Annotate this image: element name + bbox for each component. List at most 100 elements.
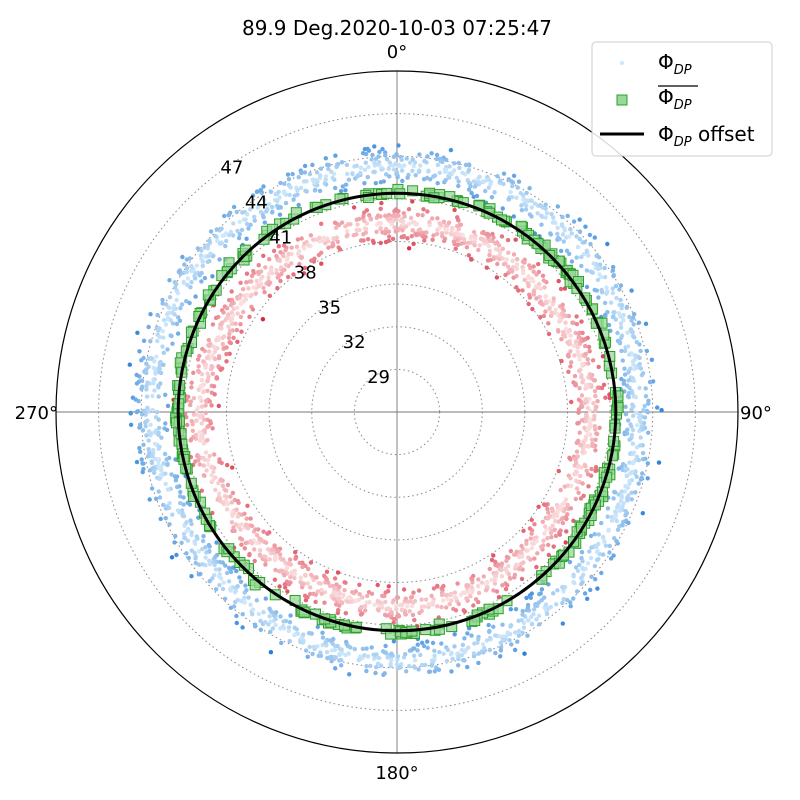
raw-point bbox=[196, 387, 201, 392]
raw-point bbox=[511, 275, 516, 280]
raw-point bbox=[403, 652, 408, 657]
raw-point bbox=[588, 555, 594, 561]
raw-point bbox=[233, 522, 239, 527]
raw-point bbox=[258, 627, 263, 632]
raw-point bbox=[605, 506, 611, 511]
raw-point bbox=[292, 571, 298, 577]
raw-point bbox=[566, 234, 572, 239]
raw-point bbox=[410, 228, 415, 233]
raw-point bbox=[276, 548, 281, 554]
raw-point bbox=[569, 231, 574, 236]
raw-point bbox=[178, 500, 183, 506]
raw-point bbox=[155, 338, 160, 344]
raw-point bbox=[575, 479, 580, 484]
raw-point bbox=[508, 189, 513, 195]
raw-point bbox=[477, 243, 482, 248]
raw-point bbox=[289, 261, 294, 266]
raw-point bbox=[610, 290, 616, 296]
raw-point bbox=[240, 625, 245, 630]
raw-point bbox=[452, 590, 458, 595]
raw-point bbox=[200, 538, 206, 544]
raw-point bbox=[162, 451, 168, 457]
raw-point bbox=[531, 289, 536, 295]
raw-point bbox=[549, 211, 554, 217]
raw-point bbox=[383, 230, 388, 235]
raw-point bbox=[622, 372, 628, 377]
raw-point bbox=[181, 502, 186, 507]
raw-point bbox=[473, 183, 478, 188]
raw-point bbox=[253, 527, 258, 532]
raw-point bbox=[528, 595, 533, 600]
raw-point bbox=[158, 359, 163, 365]
raw-point bbox=[307, 591, 313, 597]
raw-point bbox=[626, 496, 631, 502]
raw-point bbox=[467, 589, 472, 594]
raw-point bbox=[301, 632, 306, 637]
raw-point bbox=[555, 231, 560, 236]
raw-point bbox=[352, 646, 357, 652]
raw-point bbox=[526, 555, 531, 560]
raw-point bbox=[541, 278, 546, 283]
raw-point bbox=[456, 601, 461, 607]
offset-circle bbox=[176, 191, 618, 633]
raw-point bbox=[235, 305, 240, 310]
raw-point bbox=[506, 197, 511, 202]
raw-point bbox=[235, 597, 240, 603]
raw-point bbox=[298, 185, 304, 191]
raw-point bbox=[444, 658, 450, 664]
raw-point bbox=[220, 500, 226, 505]
raw-point bbox=[318, 581, 323, 586]
raw-point bbox=[452, 632, 457, 637]
raw-point bbox=[389, 651, 394, 656]
raw-point bbox=[577, 229, 583, 234]
raw-point bbox=[375, 582, 380, 588]
raw-point bbox=[159, 435, 164, 440]
raw-point bbox=[418, 163, 423, 168]
raw-point bbox=[626, 370, 631, 375]
raw-point bbox=[605, 289, 610, 294]
raw-point bbox=[260, 213, 266, 218]
raw-point bbox=[249, 541, 255, 546]
raw-point bbox=[288, 185, 293, 190]
raw-point bbox=[625, 394, 631, 399]
raw-point bbox=[161, 502, 166, 508]
raw-point bbox=[358, 165, 364, 170]
raw-point bbox=[207, 562, 213, 567]
raw-point bbox=[619, 348, 624, 354]
raw-point bbox=[343, 182, 349, 187]
raw-point bbox=[286, 628, 291, 634]
raw-point bbox=[378, 180, 383, 185]
raw-point bbox=[443, 178, 448, 183]
raw-point bbox=[185, 538, 191, 543]
raw-point bbox=[210, 478, 215, 483]
raw-point bbox=[642, 415, 648, 420]
raw-point bbox=[152, 377, 157, 382]
raw-point bbox=[620, 504, 625, 509]
raw-point bbox=[293, 550, 298, 555]
raw-point bbox=[269, 547, 274, 552]
raw-point bbox=[426, 669, 432, 674]
raw-point bbox=[531, 269, 536, 274]
raw-point bbox=[303, 573, 308, 578]
raw-point bbox=[525, 633, 530, 638]
raw-point bbox=[236, 500, 241, 505]
raw-point bbox=[632, 312, 637, 317]
raw-point bbox=[364, 668, 369, 674]
raw-point bbox=[429, 663, 434, 668]
raw-point bbox=[216, 314, 221, 320]
raw-point bbox=[637, 412, 642, 417]
raw-point bbox=[608, 300, 614, 305]
raw-point bbox=[153, 367, 158, 372]
raw-point bbox=[357, 582, 362, 587]
raw-point bbox=[385, 655, 390, 660]
raw-point bbox=[506, 250, 511, 255]
raw-point bbox=[620, 523, 625, 528]
raw-point bbox=[266, 202, 272, 207]
raw-point bbox=[211, 469, 216, 475]
raw-point bbox=[141, 461, 146, 466]
raw-point bbox=[619, 314, 625, 320]
raw-point bbox=[536, 504, 541, 509]
raw-point bbox=[344, 162, 350, 168]
raw-point bbox=[148, 312, 153, 317]
raw-point bbox=[600, 354, 606, 359]
